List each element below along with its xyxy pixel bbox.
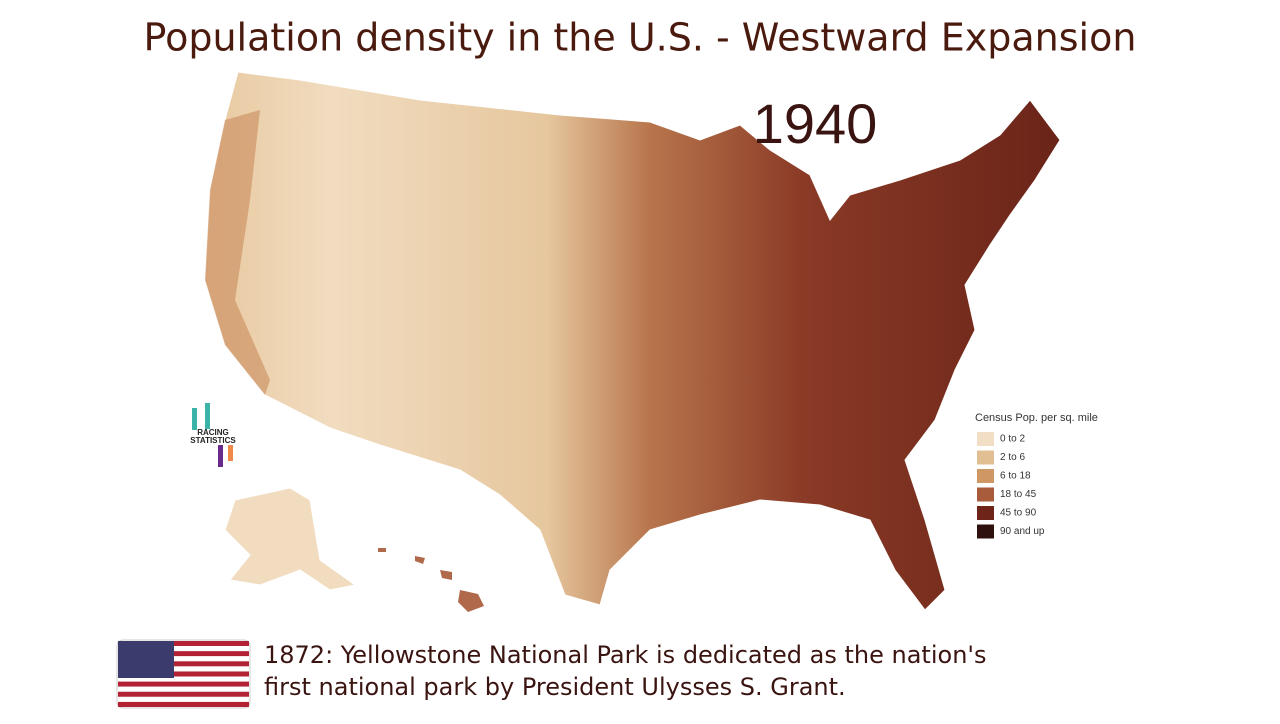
legend-swatch [977,524,994,539]
flag-stripe [118,646,249,652]
caption-line: 1872: Yellowstone National Park is dedic… [264,641,987,669]
flag-canton [118,641,174,678]
legend-label: 90 and up [1000,526,1045,537]
flag-stripe [118,661,249,667]
flag-stripe [118,656,249,662]
logo-bar [205,403,210,429]
legend-label: 18 to 45 [1000,489,1037,500]
year: 1940 [753,92,878,155]
us-map [204,71,1061,611]
logo-bar [192,408,197,430]
flag-stripe [118,701,249,707]
flag-stripe [118,691,249,697]
flag-stripe [118,686,249,692]
caption-line: first national park by President Ulysses… [264,673,846,701]
logo-text: RACING [197,428,229,437]
legend-title: Census Pop. per sq. mile [975,412,1098,424]
hawaii [378,548,484,612]
legend-label: 45 to 90 [1000,508,1037,519]
flag-stripe [118,676,249,682]
title: Population density in the U.S. - Westwar… [144,16,1137,60]
logo-text: STATISTICS [190,436,236,445]
legend: Census Pop. per sq. mile 0 to 2 2 to 6 6 t… [975,412,1098,539]
flag-stripe [118,681,249,687]
alaska [224,487,357,591]
west-coast [205,110,270,395]
legend-swatch [977,469,994,483]
flag-stripe [118,651,249,657]
flag-stripe [118,671,249,677]
legend-label: 2 to 6 [1000,452,1025,463]
legend-swatch [977,450,994,465]
flag-stripe [118,696,249,702]
legend-label: 0 to 2 [1000,434,1025,445]
legend-label: 6 to 18 [1000,471,1031,482]
logo: RACING STATISTICS [190,403,236,467]
legend-swatch [977,432,994,446]
legend-swatch [977,506,994,520]
logo-bar [228,445,233,461]
logo-bar [218,445,223,467]
legend-swatch [977,487,994,502]
flag [116,639,251,709]
flag-stripe [118,666,249,672]
flag-stripe [118,641,249,647]
